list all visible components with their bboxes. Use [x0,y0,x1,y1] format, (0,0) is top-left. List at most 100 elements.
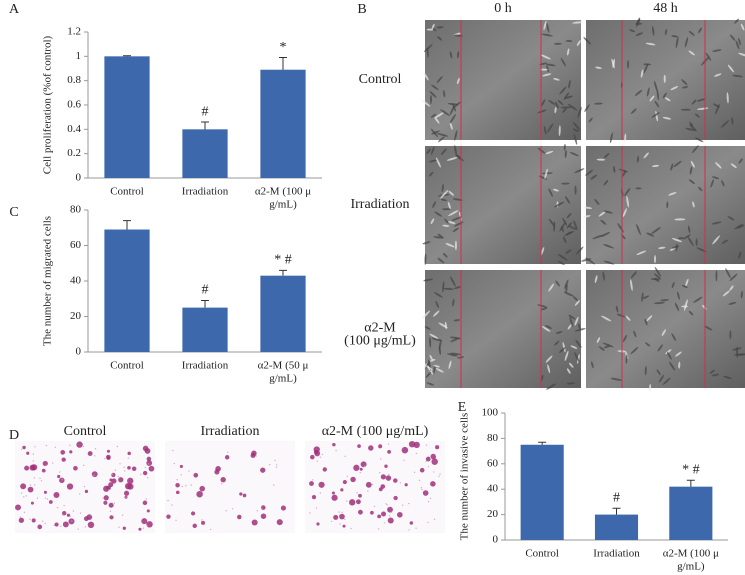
cell [602,342,614,348]
stained-cell [188,470,190,472]
cell [431,23,435,30]
cell [543,20,547,31]
cell [545,150,554,155]
stained-cell [379,458,382,460]
cell [574,185,577,195]
cell [646,315,653,322]
cell [568,362,574,368]
cell [715,162,722,169]
cell [450,352,461,356]
bar [104,229,150,352]
cell [624,133,627,143]
stained-cell [280,505,286,511]
cell [451,216,463,221]
cell [555,331,563,334]
cell [454,130,458,141]
stained-cell [397,511,403,518]
cell [670,86,679,91]
stained-cell [272,484,275,486]
stained-cell [350,527,352,530]
stained-cell [54,446,57,449]
cell [624,187,631,197]
stained-cell [44,522,46,525]
stained-cell [91,471,98,478]
cell [601,315,612,322]
error-bar [686,479,695,487]
stained-cell [378,472,381,474]
cell [423,44,433,53]
stained-cell [179,464,183,469]
stained-cell [251,519,258,526]
stained-cell [309,512,311,514]
stained-cell [413,471,416,474]
cell [680,108,692,111]
cell [428,159,437,163]
cell [603,260,615,265]
stained-cell [350,476,356,483]
stained-cell [344,518,346,520]
cell [666,201,669,209]
cell [664,29,668,36]
cell [440,189,449,199]
stained-cell [148,463,150,465]
cell [573,220,578,230]
stained-cell [385,503,387,505]
stained-cell [387,517,394,524]
x-tick-label: Control [110,360,144,372]
cell [548,218,555,227]
cell [643,152,649,159]
stained-cell [118,477,124,483]
cell [442,208,451,211]
y-axis-label: The number of migrated cells [42,216,54,346]
cell [537,304,548,308]
cell [691,145,699,154]
cell [671,35,678,38]
stained-cell [418,479,421,482]
cell [732,347,742,351]
stained-cell [62,521,69,528]
stained-cell [43,490,47,494]
cell [670,163,674,171]
stained-cell [316,460,318,462]
stained-cell [19,516,22,518]
stained-cell [322,467,327,472]
cell [546,383,556,390]
cell [625,315,631,321]
significance-label: * # [682,463,700,478]
cell [568,80,571,89]
x-tick-label: α2-M (100 μ g/mL) [255,185,311,210]
cell [674,302,680,312]
cell [565,249,572,254]
cell [429,333,439,339]
stained-cell [346,475,348,477]
stained-cell [393,478,398,483]
cell [436,76,443,84]
cell [654,301,665,305]
stained-cell [124,482,132,490]
cell [672,238,683,243]
cell [634,89,643,96]
stained-cell [146,521,153,528]
stained-cell [438,475,440,478]
stained-cell [125,496,127,499]
cell [737,224,745,229]
stained-cell [142,470,148,476]
stained-cell [102,497,104,499]
cell [429,94,432,105]
stained-cell [140,473,142,476]
cell [654,266,661,277]
micrograph [586,270,745,388]
stained-cell [146,509,150,513]
cell [572,121,581,131]
cell [435,300,439,309]
cell [564,149,567,158]
stained-cell [30,501,34,505]
stained-cell [123,470,126,472]
stained-cell [315,507,318,509]
stained-cell [193,472,199,478]
significance-label: # [202,283,209,298]
cell [547,364,551,374]
stained-cell [388,473,390,476]
stained-cell [119,463,121,465]
stained-cell [430,453,437,460]
